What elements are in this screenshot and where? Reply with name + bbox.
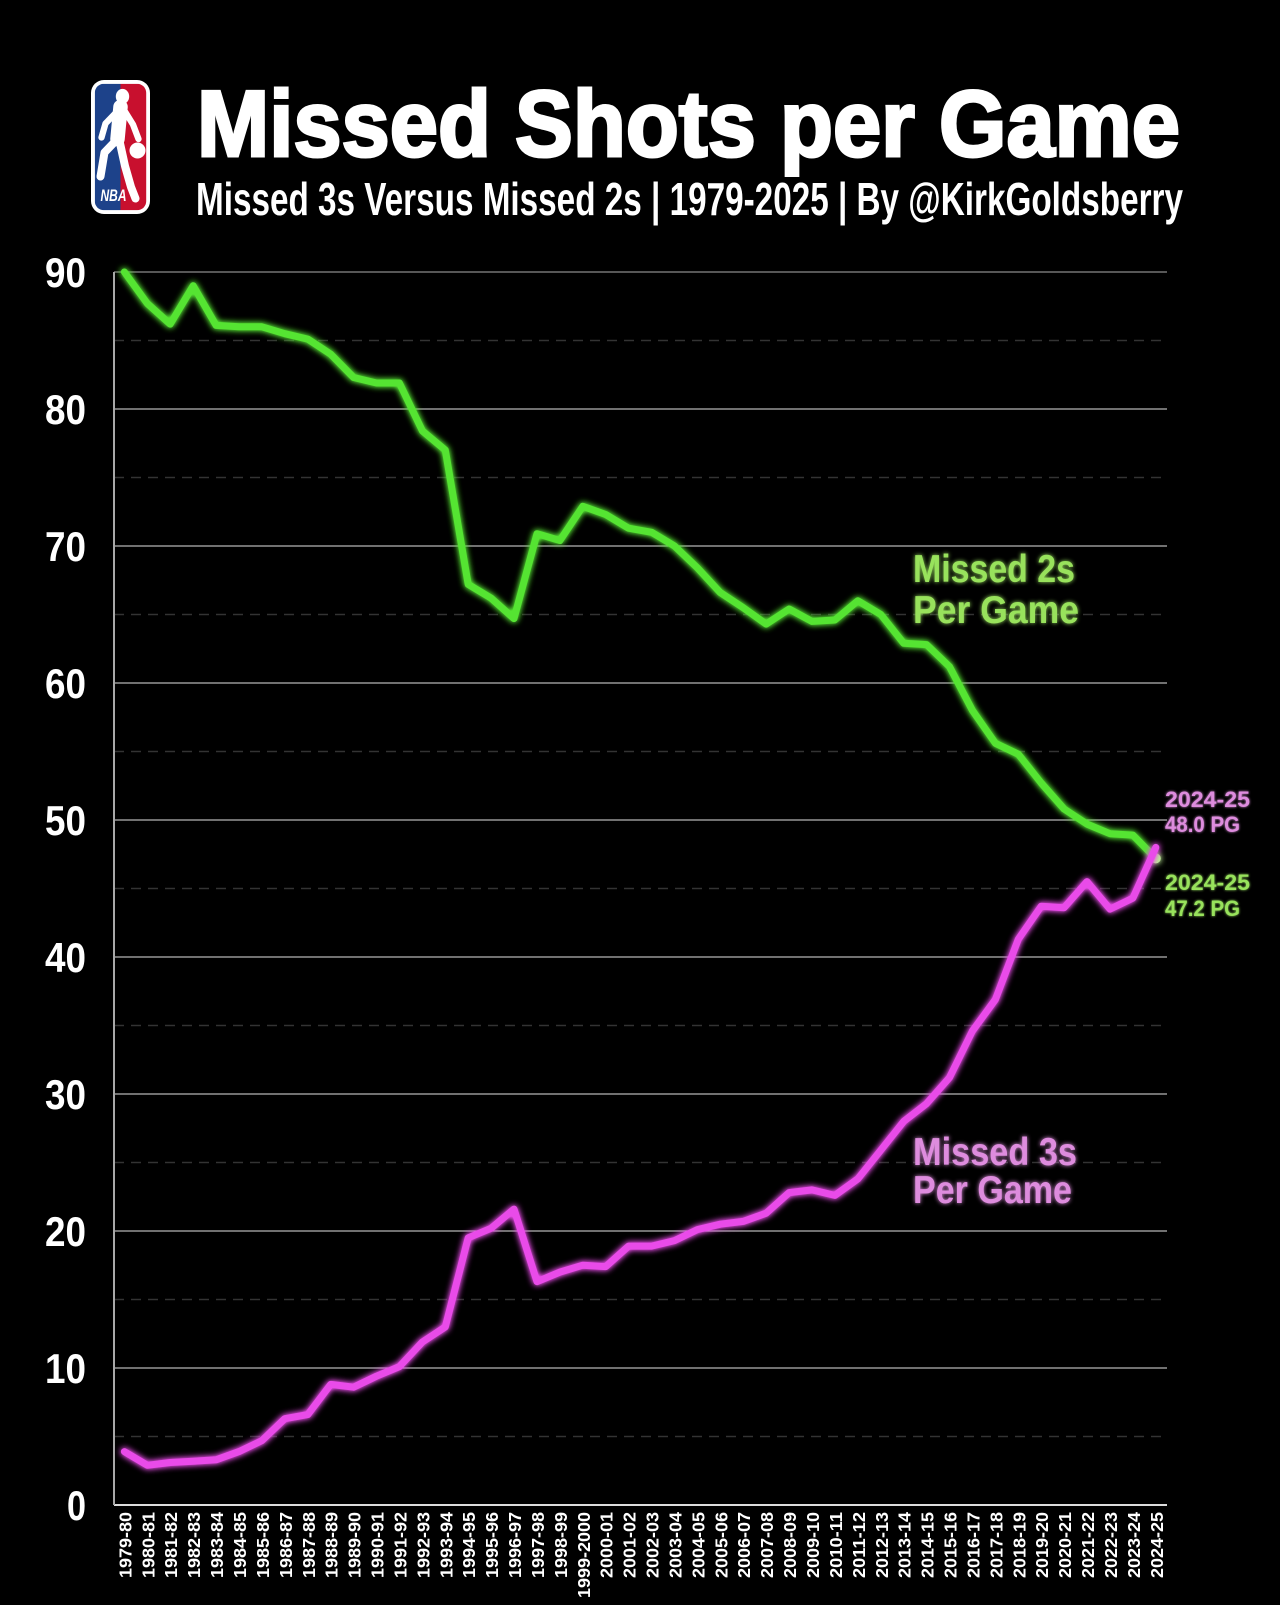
svg-text:1999-2000: 1999-2000 <box>574 1512 594 1598</box>
svg-text:70: 70 <box>45 523 86 570</box>
svg-text:80: 80 <box>45 386 86 433</box>
svg-text:2007-08: 2007-08 <box>757 1512 777 1578</box>
svg-text:2008-09: 2008-09 <box>780 1512 800 1578</box>
svg-text:1991-92: 1991-92 <box>390 1512 410 1578</box>
svg-text:2009-10: 2009-10 <box>803 1512 823 1578</box>
svg-text:1992-93: 1992-93 <box>413 1512 433 1578</box>
svg-text:2017-18: 2017-18 <box>986 1512 1006 1578</box>
svg-text:2011-12: 2011-12 <box>849 1512 869 1578</box>
svg-text:0: 0 <box>67 1482 86 1529</box>
svg-text:2015-16: 2015-16 <box>941 1512 961 1578</box>
svg-text:1990-91: 1990-91 <box>368 1512 388 1578</box>
svg-text:90: 90 <box>45 249 86 296</box>
svg-text:2014-15: 2014-15 <box>918 1512 938 1578</box>
svg-text:50: 50 <box>45 797 86 844</box>
svg-text:2013-14: 2013-14 <box>895 1512 915 1578</box>
svg-text:Missed Shots per Game: Missed Shots per Game <box>197 71 1180 176</box>
svg-text:40: 40 <box>45 934 86 981</box>
svg-text:1986-87: 1986-87 <box>276 1512 296 1578</box>
svg-text:1993-94: 1993-94 <box>436 1512 456 1578</box>
svg-text:60: 60 <box>45 660 86 707</box>
svg-text:2024-25: 2024-25 <box>1165 787 1250 812</box>
svg-text:Missed 3s Versus Missed 2s | 1: Missed 3s Versus Missed 2s | 1979-2025 |… <box>196 173 1183 225</box>
svg-text:Missed 2s: Missed 2s <box>913 548 1075 591</box>
svg-text:30: 30 <box>45 1071 86 1118</box>
svg-text:2016-17: 2016-17 <box>963 1512 983 1578</box>
svg-text:1987-88: 1987-88 <box>299 1512 319 1578</box>
svg-text:20: 20 <box>45 1208 86 1255</box>
svg-text:2021-22: 2021-22 <box>1078 1512 1098 1578</box>
svg-text:10: 10 <box>45 1345 86 1392</box>
svg-text:1981-82: 1981-82 <box>161 1512 181 1578</box>
svg-text:Per Game: Per Game <box>913 1169 1072 1212</box>
svg-text:1995-96: 1995-96 <box>482 1512 502 1578</box>
svg-text:1996-97: 1996-97 <box>505 1512 525 1578</box>
svg-text:NBA: NBA <box>101 186 127 205</box>
svg-text:47.2 PG: 47.2 PG <box>1165 896 1240 921</box>
svg-text:1984-85: 1984-85 <box>230 1512 250 1578</box>
svg-text:2006-07: 2006-07 <box>734 1512 754 1578</box>
svg-text:2010-11: 2010-11 <box>826 1512 846 1578</box>
svg-text:2024-25: 2024-25 <box>1147 1512 1167 1578</box>
svg-text:2004-05: 2004-05 <box>688 1512 708 1578</box>
svg-text:1989-90: 1989-90 <box>345 1512 365 1578</box>
svg-text:1982-83: 1982-83 <box>184 1512 204 1578</box>
svg-text:Per Game: Per Game <box>913 589 1079 632</box>
svg-text:2002-03: 2002-03 <box>643 1512 663 1578</box>
svg-text:1985-86: 1985-86 <box>253 1512 273 1578</box>
svg-text:2000-01: 2000-01 <box>597 1512 617 1578</box>
svg-text:Missed 3s: Missed 3s <box>913 1131 1077 1174</box>
svg-text:2001-02: 2001-02 <box>620 1512 640 1578</box>
svg-text:1988-89: 1988-89 <box>322 1512 342 1578</box>
svg-text:2022-23: 2022-23 <box>1101 1512 1121 1578</box>
svg-text:2003-04: 2003-04 <box>666 1512 686 1578</box>
svg-text:1979-80: 1979-80 <box>115 1512 135 1578</box>
svg-text:1997-98: 1997-98 <box>528 1512 548 1578</box>
svg-text:1983-84: 1983-84 <box>207 1512 227 1578</box>
svg-text:2019-20: 2019-20 <box>1032 1512 1052 1578</box>
svg-text:1980-81: 1980-81 <box>138 1512 158 1578</box>
svg-text:1998-99: 1998-99 <box>551 1512 571 1578</box>
svg-text:1994-95: 1994-95 <box>459 1512 479 1578</box>
svg-text:2020-21: 2020-21 <box>1055 1512 1075 1578</box>
svg-text:48.0 PG: 48.0 PG <box>1165 812 1240 837</box>
svg-text:2018-19: 2018-19 <box>1009 1512 1029 1578</box>
svg-text:2024-25: 2024-25 <box>1165 870 1250 895</box>
svg-text:2012-13: 2012-13 <box>872 1512 892 1578</box>
svg-text:2023-24: 2023-24 <box>1124 1512 1144 1578</box>
svg-text:2005-06: 2005-06 <box>711 1512 731 1578</box>
